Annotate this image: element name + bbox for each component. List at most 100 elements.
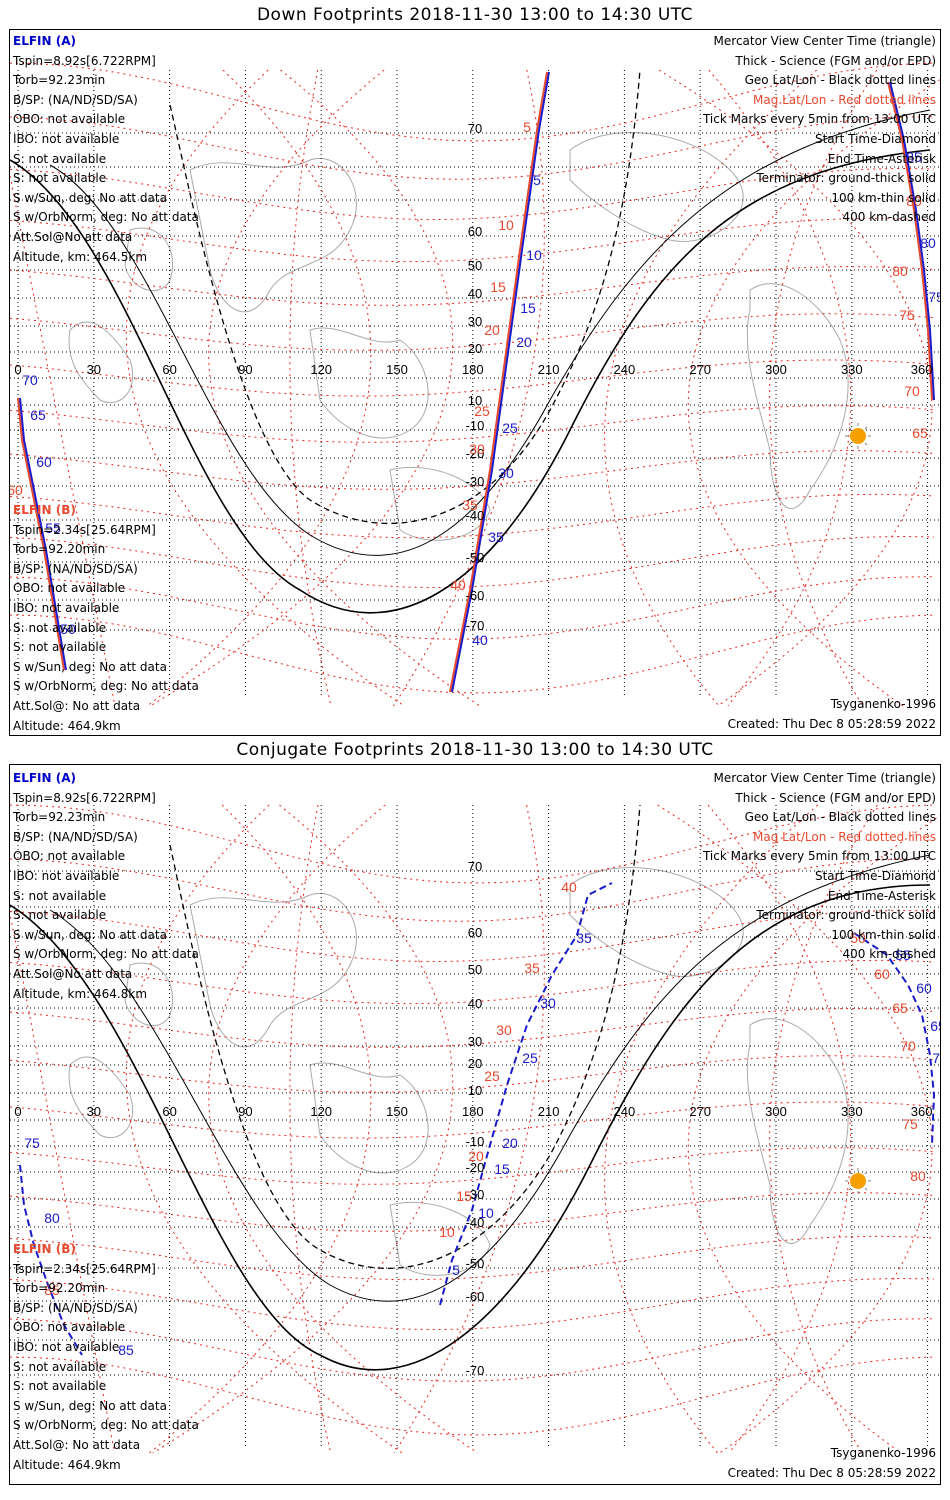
lon-tick-label: 240: [614, 362, 636, 377]
elfin-b-time-label: 20: [468, 1148, 484, 1164]
lat-tick-label: 40: [468, 996, 482, 1011]
coastline: [569, 132, 744, 242]
down-footprints-panel: 0 30 60 90 120 150 180 210 240 270 300 330 360 70 60 50…: [9, 29, 941, 736]
elfin-track-right-mag: [887, 81, 933, 401]
lat-tick-label: -30: [466, 1187, 485, 1202]
info-line: S w/OrbNorm, deg: No att data: [13, 210, 199, 225]
lat-tick-label: 30: [468, 314, 482, 329]
down-footprints-map: 0 30 60 90 120 150 180 210 240 270 300 330 360 70 60 50…: [10, 62, 941, 707]
elfin-a-time-label: 35: [576, 930, 592, 946]
elfin-b-time-label: 75: [902, 1116, 918, 1132]
track-time-labels: 5101520253035101520253035407580858555606…: [24, 879, 941, 1358]
lon-tick-label: 0: [14, 362, 21, 377]
elfin-a-time-label: 5: [452, 1262, 460, 1278]
legend-line: Terminator: ground-thick solid: [756, 171, 936, 186]
elfin-a-time-label: 50: [60, 621, 76, 637]
elfin-b-time-label: 40: [450, 577, 466, 593]
legend-line: Terminator: ground-thick solid: [756, 908, 936, 923]
legend-line: Mag Lat/Lon - Red dotted lines: [752, 829, 936, 844]
mag-parallel: [10, 450, 935, 490]
lat-tick-label: 20: [468, 1056, 482, 1071]
elfin-b-time-label: 20: [484, 322, 500, 338]
mag-parallel: [10, 1055, 935, 1093]
info-line: OBO: not available: [13, 1320, 126, 1335]
elfin-a-time-label: 20: [516, 334, 532, 350]
mag-meridian: [10, 911, 116, 1454]
info-line: Altitude, km: 464.5km: [13, 249, 148, 264]
elfin-a-time-label: 15: [520, 300, 536, 316]
lon-tick-label: 210: [538, 362, 560, 377]
elfin-b-time-label: 35: [524, 960, 540, 976]
lat-tick-label: 70: [468, 859, 482, 874]
info-line: S w/OrbNorm, deg: No att data: [13, 947, 199, 962]
elfin-b-time-label: 75: [899, 307, 915, 323]
mag-meridian: [289, 69, 332, 707]
elfin-b-time-label: 40: [561, 879, 577, 895]
elfin-a-time-label: 70: [22, 372, 38, 388]
mag-meridian: [769, 69, 878, 707]
created-label: Created: Thu Dec 8 05:28:59 2022: [727, 717, 936, 731]
elfin-a-time-label: 65: [930, 1018, 941, 1034]
mag-parallel: [10, 266, 935, 306]
elfin-a-info: ELFIN (A) Tspin=8.92s[6.722RPM] Torb=92.…: [13, 769, 199, 1004]
mag-meridian: [707, 804, 852, 1454]
elfin-b-time-label: 30: [469, 441, 485, 457]
geo-grid: [10, 805, 940, 1446]
lat-tick-label: -50: [466, 1256, 485, 1271]
info-line: OBO: not available: [13, 849, 126, 864]
lat-tick-label: -60: [466, 1289, 485, 1304]
lon-tick-label: 90: [238, 362, 252, 377]
elfin-a-time-label: 75: [928, 289, 941, 305]
elfin-b-time-label: 15: [456, 1188, 472, 1204]
mag-parallel: [10, 62, 935, 142]
coastline: [746, 283, 849, 510]
legend-line: 100 km-thin solid: [831, 190, 936, 205]
axis-tick-labels: 0 30 60 90 120 150 180 210 240 270 300 330 360 70 60 50…: [14, 859, 932, 1378]
lon-tick-label: 30: [87, 1104, 101, 1119]
elfin-a-time-label: 60: [36, 454, 52, 470]
elfin-b-time-label: 10: [498, 217, 514, 233]
elfin-a-time-label: 75: [24, 1135, 40, 1151]
lat-tick-label: -40: [466, 508, 485, 523]
sun-icon: [845, 1168, 871, 1194]
mag-parallel: [10, 405, 935, 443]
lon-tick-label: 360: [911, 362, 933, 377]
lat-tick-label: 20: [468, 341, 482, 356]
info-line: Tspin=2.34s[25.64RPM]: [13, 1261, 156, 1276]
mag-parallel: [10, 313, 935, 351]
conjugate-footprints-map: 0 30 60 90 120 150 180 210 240 270 300 330 360 70 60 50…: [10, 804, 941, 1454]
lat-tick-label: -50: [466, 550, 485, 565]
info-line: IBO: not available: [13, 1339, 120, 1354]
info-line: IBO: not available: [13, 868, 120, 883]
mag-parallel: [10, 1356, 935, 1436]
info-line: S w/Sun, deg: No att data: [13, 659, 167, 674]
elfin-a-time-label: 85: [118, 1342, 134, 1358]
info-line: S w/OrbNorm, deg: No att data: [13, 679, 199, 694]
mag-meridian: [10, 173, 116, 707]
terminator-lines: [10, 69, 931, 614]
lon-tick-label: 60: [162, 1104, 176, 1119]
info-line: B/SP: (NA/ND/SD/SA): [13, 829, 138, 844]
elfin-track-left: [19, 1164, 83, 1356]
coastline: [309, 327, 429, 439]
elfin-b-time-label: 5: [523, 119, 531, 135]
elfin-track-left: [19, 397, 67, 671]
info-line: S: not available: [13, 151, 107, 166]
lat-tick-label: -60: [466, 588, 485, 603]
info-line: Tspin=2.34s[25.64RPM]: [13, 522, 156, 537]
mag-meridian: [604, 804, 819, 1454]
mag-grid: [10, 62, 940, 707]
elfin-track-main-mag: [449, 71, 548, 693]
coastline: [189, 893, 357, 1048]
elfin-a-time-label: 30: [540, 995, 556, 1011]
elfin-b-time-label: 25: [484, 1068, 500, 1084]
mag-meridian: [149, 804, 372, 1454]
mag-parallel: [10, 614, 935, 694]
info-line: Tspin=8.92s[6.722RPM]: [13, 790, 156, 805]
mag-meridian: [657, 804, 933, 1454]
geo-grid: [10, 70, 940, 697]
coastline: [68, 321, 134, 404]
lon-tick-label: 180: [462, 1104, 484, 1119]
lat-tick-label: 30: [468, 1034, 482, 1049]
elfin-a-time-label: 80: [920, 235, 936, 251]
